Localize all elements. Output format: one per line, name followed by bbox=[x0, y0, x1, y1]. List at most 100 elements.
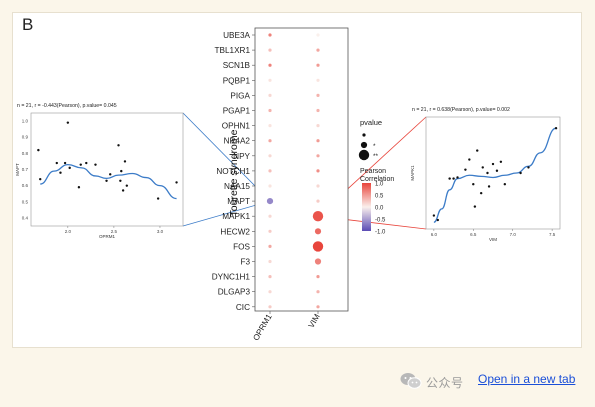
left-data-point bbox=[123, 160, 127, 163]
open-new-tab-link[interactable]: Open in a new tab bbox=[478, 372, 576, 386]
left-data-point bbox=[125, 184, 129, 187]
right-data-point bbox=[476, 149, 479, 152]
correlation-dot bbox=[268, 169, 272, 173]
legend-color-title: Correlation bbox=[360, 176, 394, 183]
left-fit-curve bbox=[40, 164, 177, 200]
left-y-tick-label: 0.7 bbox=[22, 167, 29, 172]
right-data-point bbox=[527, 166, 530, 169]
correlation-dot bbox=[316, 290, 320, 294]
legend-size-dot bbox=[358, 149, 370, 161]
correlation-dot bbox=[316, 154, 320, 158]
correlation-dot bbox=[268, 305, 272, 309]
correlation-dot bbox=[268, 33, 272, 37]
right-data-point bbox=[452, 177, 455, 180]
correlation-dot bbox=[268, 259, 272, 264]
left-y-tick-label: 0.6 bbox=[22, 183, 29, 188]
correlation-dot bbox=[316, 48, 320, 52]
gene-label: PGAP1 bbox=[223, 107, 251, 116]
right-data-point bbox=[519, 171, 522, 175]
right-data-point bbox=[436, 218, 440, 222]
left-data-point bbox=[120, 169, 123, 173]
correlation-dot bbox=[316, 199, 320, 203]
figure-canvas: UBE3A TBL1XR1 SCN1B PQBP1 PIGA PGAP1 OPHN1 NR4A… bbox=[15, 27, 561, 342]
dotplot-frame bbox=[254, 27, 349, 312]
correlation-dot bbox=[316, 305, 320, 309]
right-data-point bbox=[473, 205, 477, 208]
right-data-point bbox=[456, 176, 459, 179]
correlation-dot bbox=[268, 244, 272, 248]
left-data-point bbox=[55, 161, 58, 165]
right-scatter-title: n = 21, r = 0.638(Pearson), p.value= 0.0… bbox=[412, 107, 510, 113]
gene-label: DLGAP3 bbox=[218, 288, 251, 297]
left-data-point bbox=[156, 197, 160, 200]
gene-label: UBE3A bbox=[223, 31, 250, 40]
left-data-point bbox=[85, 161, 88, 165]
left-data-point bbox=[105, 179, 108, 182]
left-y-axis-label: MAPT bbox=[15, 163, 20, 176]
right-x-tick-label: 6.5 bbox=[470, 232, 477, 237]
legend-color-tick-label: -0.5 bbox=[375, 218, 386, 224]
legend-size-label: ** bbox=[373, 153, 379, 160]
right-data-point bbox=[499, 160, 503, 163]
right-data-point bbox=[464, 168, 467, 171]
right-data-point bbox=[432, 214, 436, 217]
left-x-tick-label: 2.0 bbox=[65, 229, 72, 234]
right-data-point bbox=[554, 127, 558, 130]
left-data-point bbox=[79, 163, 82, 166]
right-data-point bbox=[472, 183, 475, 186]
gene-label: HECW2 bbox=[220, 227, 250, 236]
right-plot-frame bbox=[425, 116, 561, 230]
dotplot-y-axis-label: Tourette syndrome bbox=[228, 129, 240, 216]
gene-label: DYNC1H1 bbox=[212, 273, 251, 282]
legend-size-title: pvalue bbox=[360, 118, 382, 127]
legend-color-tick-label: -1.0 bbox=[375, 230, 386, 236]
correlation-dot bbox=[316, 184, 320, 188]
legend-color-tick-label: 0.0 bbox=[375, 206, 384, 212]
right-data-point bbox=[491, 162, 495, 166]
gene-label: CIC bbox=[236, 303, 250, 312]
left-x-tick-label: 2.5 bbox=[111, 229, 118, 234]
correlation-dot bbox=[312, 241, 324, 252]
correlation-dot bbox=[268, 154, 272, 158]
right-fit-curve bbox=[433, 127, 557, 223]
correlation-dot bbox=[316, 124, 320, 128]
legend-color-title: Pearson bbox=[360, 168, 386, 175]
right-data-point bbox=[487, 185, 491, 188]
left-y-tick-label: 1.0 bbox=[22, 119, 29, 124]
left-data-point bbox=[59, 171, 62, 174]
legend-color-tick-label: 0.5 bbox=[375, 194, 384, 200]
right-x-tick-label: 7.0 bbox=[510, 232, 517, 237]
correlation-dot bbox=[316, 93, 320, 97]
legend-size-dot bbox=[362, 133, 366, 137]
left-data-point bbox=[175, 181, 178, 184]
correlation-dot bbox=[268, 63, 272, 67]
correlation-dot bbox=[314, 228, 322, 235]
right-data-point bbox=[448, 177, 451, 180]
left-data-point bbox=[119, 179, 122, 182]
left-data-point bbox=[66, 121, 70, 124]
right-x-tick-label: 6.0 bbox=[431, 232, 438, 237]
left-data-point bbox=[117, 144, 120, 147]
right-data-point bbox=[479, 191, 483, 195]
correlation-dot bbox=[268, 124, 272, 128]
panel-letter: B bbox=[22, 15, 34, 34]
left-plot-frame bbox=[30, 112, 184, 227]
wechat-icon bbox=[400, 373, 422, 389]
correlation-dot bbox=[268, 214, 272, 218]
gene-label: PIGA bbox=[230, 91, 250, 100]
left-data-point bbox=[37, 148, 40, 152]
correlation-dot bbox=[268, 48, 272, 52]
figure-panel: B UBE3A TBL1XR1 SCN1B PQBP1 PIGA PGAP1 OPHN1 NR… bbox=[12, 12, 582, 348]
right-y-axis-label: MAPK1 bbox=[410, 165, 415, 181]
left-y-tick-label: 0.8 bbox=[22, 151, 29, 156]
correlation-dot bbox=[268, 290, 272, 294]
left-data-point bbox=[121, 189, 125, 192]
category-label: OPRM1 bbox=[251, 312, 274, 342]
gene-label: MAPT bbox=[227, 197, 250, 206]
left-y-tick-label: 0.5 bbox=[22, 199, 29, 204]
gene-label: PQBP1 bbox=[223, 76, 251, 85]
left-x-axis-label: OPRM1 bbox=[99, 234, 116, 239]
right-data-point bbox=[468, 158, 471, 161]
correlation-dot bbox=[316, 139, 320, 143]
correlation-dot bbox=[268, 229, 272, 233]
